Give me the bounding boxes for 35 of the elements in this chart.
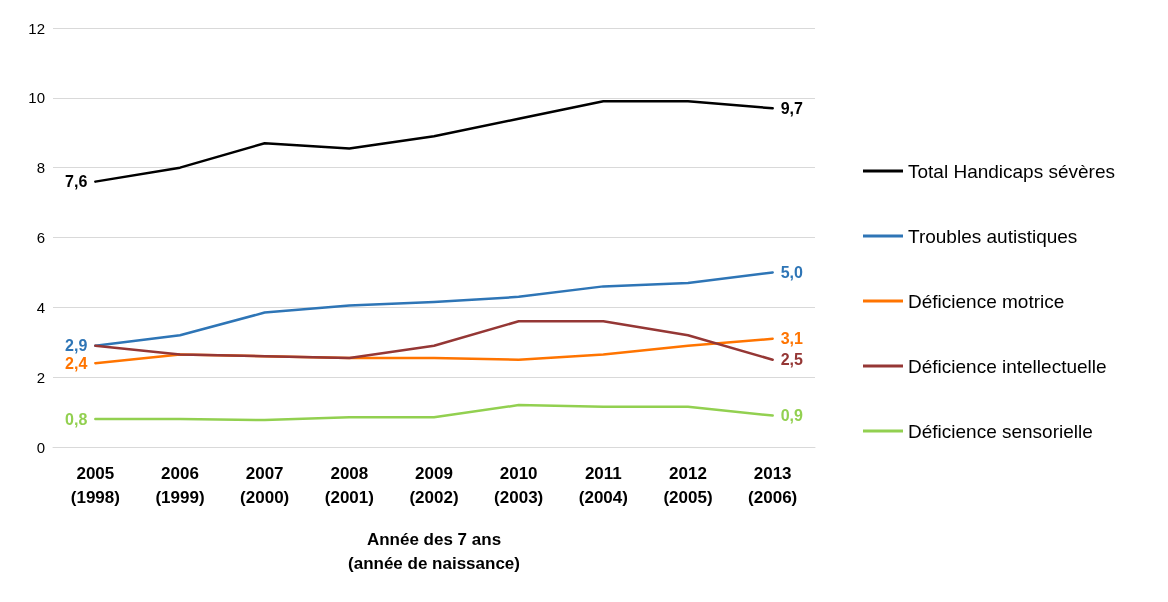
data-label: 0,8: [65, 410, 88, 428]
legend-label: Déficience intellectuelle: [908, 355, 1107, 377]
data-label: 2,5: [780, 351, 804, 369]
x-tick-label: 2012 (2005): [663, 463, 713, 507]
y-tick-label: 8: [36, 159, 45, 177]
x-tick-label: 2006 (1999): [155, 463, 205, 507]
line-series: [94, 271, 774, 347]
y-tick-label: 12: [28, 19, 45, 37]
legend-label: Total Handicaps sévères: [908, 160, 1115, 182]
y-tick-label: 4: [36, 298, 45, 316]
data-label: 2,4: [65, 354, 88, 372]
legend-label: Troubles autistiques: [908, 225, 1078, 247]
line-series: [94, 320, 774, 361]
x-tick-label: 2013 (2006): [748, 463, 798, 507]
line-series: [94, 403, 774, 422]
data-label: 5,0: [780, 263, 804, 281]
data-label: 3,1: [780, 330, 804, 348]
x-axis-title: Année des 7 ans (année de naissance): [348, 529, 520, 573]
x-tick-label: 2009 (2002): [409, 463, 459, 507]
y-tick-label: 6: [36, 229, 45, 246]
y-tick-label: 0: [36, 438, 45, 456]
x-tick-label: 2010 (2003): [494, 463, 544, 507]
data-label: 2,9: [65, 337, 88, 355]
legend-label: Déficience sensorielle: [908, 420, 1093, 442]
x-tick-label: 2008 (2001): [324, 463, 374, 507]
data-label: 7,6: [65, 173, 88, 191]
legend-label: Déficience motrice: [908, 290, 1065, 312]
x-tick-label: 2011 (2004): [578, 463, 628, 507]
x-tick-label: 2005 (1998): [70, 463, 120, 507]
y-tick-label: 2: [36, 368, 45, 386]
x-tick-label: 2007 (2000): [240, 463, 290, 507]
data-label: 0,9: [780, 407, 804, 425]
line-series: [94, 100, 774, 183]
data-label: 9,7: [780, 99, 804, 117]
y-tick-label: 10: [28, 89, 45, 107]
